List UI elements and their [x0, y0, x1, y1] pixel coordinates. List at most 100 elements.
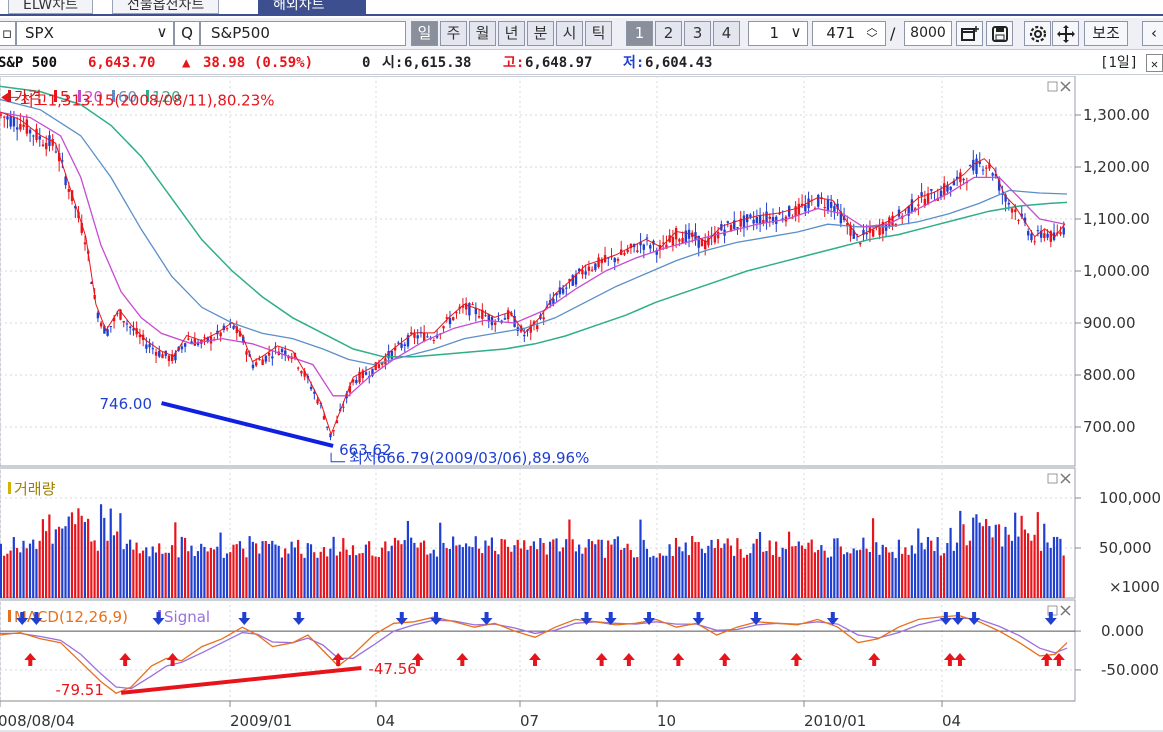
volume-bar [868, 552, 871, 598]
buy-arrow-icon [672, 653, 685, 666]
volume-bar [684, 542, 687, 598]
candle-body [284, 350, 287, 356]
period-daily-button[interactable]: 일 [411, 21, 438, 46]
settings-gear-icon[interactable] [1024, 21, 1051, 46]
interval-select[interactable]: 1 [748, 21, 808, 46]
search-icon[interactable]: Q [174, 21, 200, 46]
candle-body [636, 250, 639, 253]
move-icon[interactable] [1052, 21, 1079, 46]
n-button-2[interactable]: 2 [655, 21, 682, 46]
y-tick-label: 0.000 [1101, 622, 1144, 640]
period-weekly-button[interactable]: 주 [440, 21, 467, 46]
chevron-down-icon[interactable]: ∨ [790, 23, 802, 41]
candle-body [849, 225, 852, 236]
volume-bar [930, 540, 933, 598]
candle-body [787, 206, 791, 217]
volume-bar [729, 545, 733, 598]
candle-body [981, 169, 985, 171]
candle-body [807, 198, 810, 209]
volume-bar [623, 547, 626, 598]
new-window-icon[interactable] [956, 21, 983, 46]
candle-body [196, 342, 200, 346]
candle-body [471, 304, 474, 306]
n-button-4[interactable]: 4 [713, 21, 740, 46]
volume-bar [875, 542, 878, 598]
volume-bar [849, 553, 852, 598]
assist-button[interactable]: 보조 [1084, 21, 1128, 46]
volume-bar [235, 544, 238, 598]
tab-elw[interactable]: ELW차트 [8, 0, 93, 14]
candle-body [813, 208, 817, 210]
volume-bar [1030, 540, 1033, 598]
volume-bar [829, 556, 833, 598]
symbol-name-field[interactable]: S&P500 [200, 21, 406, 46]
volume-bar [632, 557, 636, 598]
volume-bar [897, 539, 901, 598]
tab-overseas[interactable]: 해외차트 [258, 0, 366, 14]
volume-bar [742, 557, 745, 598]
candle-body [839, 211, 843, 224]
total-count-field[interactable]: 8000 [904, 21, 952, 46]
volume-bar [581, 553, 584, 598]
sell-arrow-icon [16, 612, 29, 625]
macd-low-label: -79.51 [56, 681, 104, 699]
close-icon[interactable]: ✕ [1146, 54, 1163, 72]
candle-body [985, 167, 988, 169]
candle-body [316, 399, 319, 404]
candle-body [907, 205, 910, 216]
volume-bar [655, 557, 658, 598]
stepper-arrows-icon[interactable]: ︿ ﹀ [866, 21, 878, 45]
symbol-code-input[interactable]: SPX [16, 21, 174, 46]
volume-bar [290, 541, 293, 598]
candle-body [962, 178, 965, 181]
n-button-1[interactable]: 1 [626, 21, 653, 46]
candle-body [1059, 232, 1062, 235]
candle-body [1036, 230, 1040, 232]
period-monthly-button[interactable]: 월 [469, 21, 496, 46]
candle-body [64, 176, 67, 186]
period-hour-button[interactable]: 시 [556, 21, 583, 46]
volume-bar [48, 514, 51, 598]
candle-body [96, 312, 100, 319]
candle-body [51, 138, 54, 146]
volume-bar [726, 538, 729, 598]
symbol-checkbox[interactable]: ▫ [0, 21, 16, 46]
volume-bar [758, 532, 762, 598]
candle-body [1046, 233, 1049, 238]
candle-body [574, 274, 578, 285]
x-tick-label: 07 [520, 712, 539, 730]
volume-bar [77, 508, 80, 598]
candle-body [949, 186, 952, 190]
volume-bar [57, 526, 61, 598]
candle-body [32, 135, 35, 137]
volume-bar [180, 536, 183, 598]
volume-bar [481, 553, 484, 598]
period-minute-button[interactable]: 분 [527, 21, 554, 46]
save-icon[interactable] [986, 21, 1013, 46]
candle-body [106, 329, 109, 336]
volume-bar [135, 542, 138, 598]
volume-bar [358, 553, 361, 598]
candle-body [477, 316, 481, 318]
collapse-left-icon[interactable]: ‹ [1142, 21, 1163, 46]
volume-bar [997, 524, 1001, 598]
period-tick-button[interactable]: 틱 [585, 21, 612, 46]
volume-bar [261, 541, 264, 598]
volume-bar [435, 556, 439, 598]
count-stepper[interactable]: 471 [812, 21, 886, 46]
period-yearly-button[interactable]: 년 [498, 21, 525, 46]
volume-bar [264, 540, 267, 598]
volume-bar [80, 515, 83, 598]
chevron-down-icon[interactable]: ∨ [156, 23, 168, 41]
candle-body [258, 359, 261, 361]
volume-bar [167, 552, 170, 598]
candle-body [145, 344, 148, 349]
volume-bar [981, 526, 984, 598]
volume-bar [933, 551, 936, 598]
tab-futures-options[interactable]: 선물옵션차트 [112, 0, 220, 14]
volume-bar [529, 545, 532, 598]
volume-bar [552, 539, 555, 598]
volume-bar [468, 546, 471, 598]
n-button-3[interactable]: 3 [684, 21, 711, 46]
candle-body [891, 215, 894, 227]
